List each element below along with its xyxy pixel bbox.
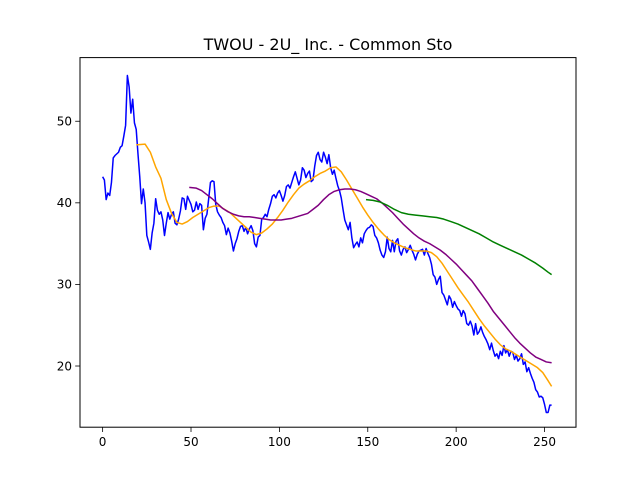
x-tick-label: 50 xyxy=(183,435,198,449)
plot-frame xyxy=(79,57,577,428)
y-tick-label: 40 xyxy=(57,196,72,210)
x-tick-label: 100 xyxy=(268,435,291,449)
x-tick-label: 250 xyxy=(533,435,556,449)
y-axis: 20 30 40 50 xyxy=(57,115,80,373)
series-line-3 xyxy=(365,198,553,276)
x-tick-label: 150 xyxy=(356,435,379,449)
series-layer xyxy=(101,74,553,414)
chart-title: TWOU - 2U_ Inc. - Common Sto xyxy=(203,35,453,55)
y-tick-label: 50 xyxy=(57,115,72,129)
x-tick-label: 200 xyxy=(445,435,468,449)
series-line-1 xyxy=(136,143,553,387)
x-axis: 0 50 100 150 200 250 xyxy=(99,427,556,449)
x-tick-label: 0 xyxy=(99,435,107,449)
y-tick-label: 20 xyxy=(57,359,72,373)
plot-area xyxy=(80,57,576,428)
series-line-2 xyxy=(189,186,552,364)
y-tick-label: 30 xyxy=(57,278,72,292)
